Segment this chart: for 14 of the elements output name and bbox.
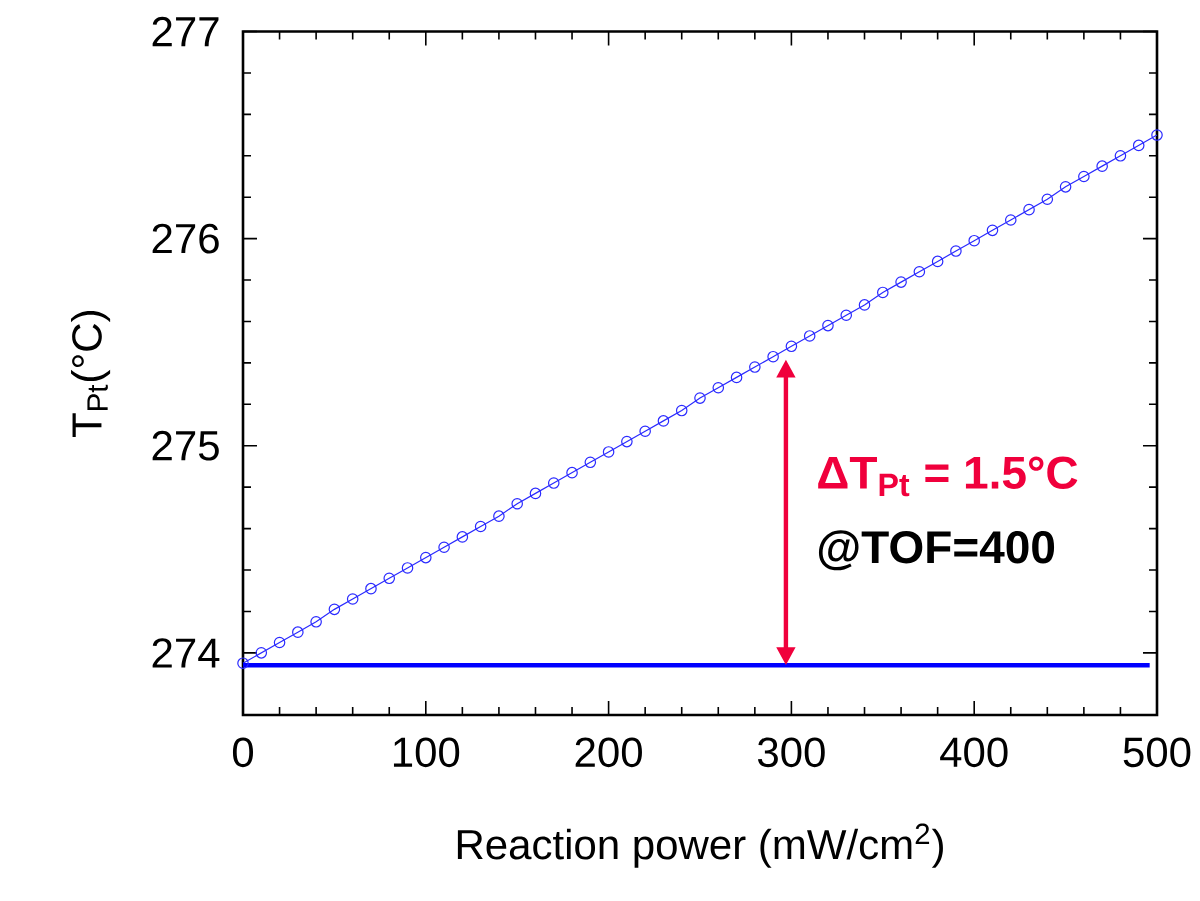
x-tick-label: 300 <box>757 737 825 768</box>
y-tick-label: 277 <box>152 16 219 47</box>
annotation: ΔT$_{Pt}$ = 1.5°C <box>818 456 1078 497</box>
x-tick-label: 0 <box>232 737 254 768</box>
x-tick-label: 200 <box>575 737 642 768</box>
y-tick-label: 274 <box>152 638 220 668</box>
x-tick-label: 100 <box>393 737 460 768</box>
y-tick-label: 276 <box>152 223 219 254</box>
x-axis-title: Reaction power (mW/cm$^{2}$) <box>457 823 943 868</box>
y-tick-label: 275 <box>152 430 219 461</box>
annotation: @TOF=400 <box>818 530 1055 571</box>
y-axis-title: T$_{Pt}$(°C) <box>71 311 111 438</box>
x-tick-label: 500 <box>1123 737 1191 768</box>
x-tick-label: 400 <box>940 737 1008 768</box>
